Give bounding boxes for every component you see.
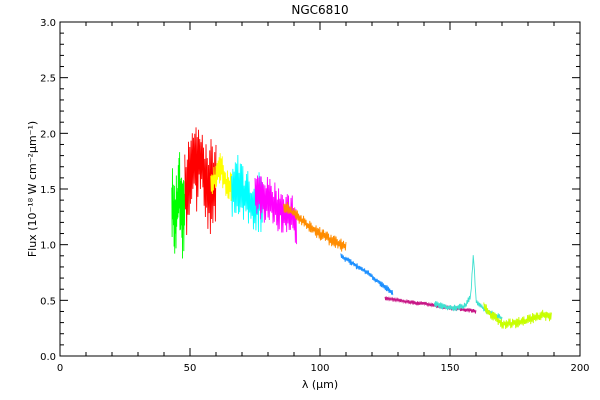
spectrum-segment-7 <box>340 253 394 296</box>
x-tick-label: 100 <box>310 363 329 374</box>
spectrum-segment-10 <box>483 302 552 329</box>
spectrum-segment-3 <box>210 153 233 201</box>
x-tick-label: 200 <box>570 363 589 374</box>
y-tick-label: 2.5 <box>40 74 56 85</box>
y-tick-label: 1.5 <box>40 185 56 196</box>
spectrum-segment-2 <box>184 127 217 235</box>
x-tick-label: 0 <box>57 363 63 374</box>
y-tick-label: 0.5 <box>40 296 56 307</box>
x-axis-ticks: 0 50 100 150 200 <box>57 22 590 374</box>
y-tick-label: 1.0 <box>40 241 56 252</box>
series-group <box>171 127 552 329</box>
x-axis-label: λ (μm) <box>302 378 338 391</box>
y-tick-label: 3.0 <box>40 18 56 29</box>
y-tick-label: 2.0 <box>40 129 56 140</box>
plot-frame <box>59 21 581 357</box>
x-tick-label: 150 <box>440 363 459 374</box>
spectrum-segment-1 <box>171 152 186 259</box>
spectrum-segment-8 <box>384 296 477 314</box>
spectrum-segment-9 <box>433 255 503 321</box>
y-axis-ticks: 0.0 0.5 1.0 1.5 2.0 2.5 3.0 <box>40 18 580 363</box>
x-tick-label: 50 <box>184 363 197 374</box>
y-tick-label: 0.0 <box>40 352 56 363</box>
spectrum-segment-6 <box>283 202 347 252</box>
y-axis-label: Flux (10⁻¹⁸ W cm⁻²μm⁻¹) <box>26 121 39 257</box>
chart-title: NGC6810 <box>291 3 348 17</box>
